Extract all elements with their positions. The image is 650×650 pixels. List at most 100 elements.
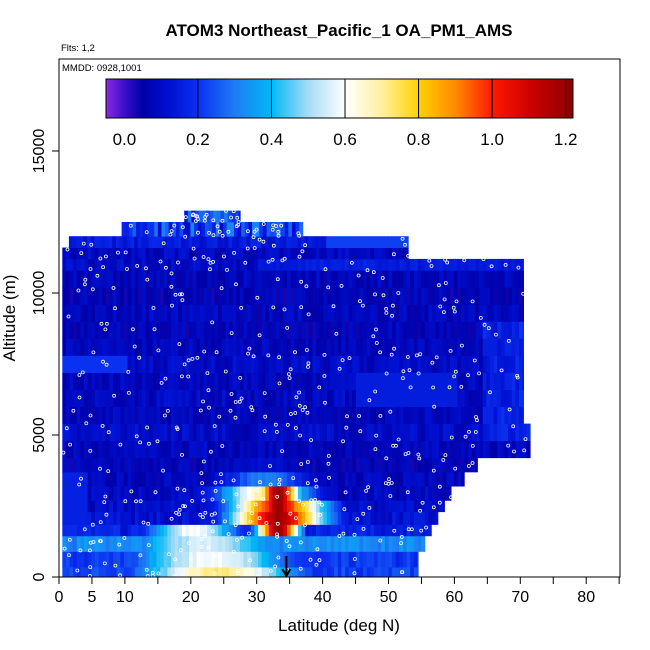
sample-point <box>198 512 203 517</box>
heatmap-cell <box>355 304 360 322</box>
heatmap-cell <box>413 471 418 487</box>
heatmap-cell <box>424 389 429 407</box>
heatmap-cell <box>102 551 107 568</box>
sample-point <box>254 227 259 232</box>
sample-point <box>388 409 393 414</box>
heatmap-cell <box>399 524 404 537</box>
heatmap-cell <box>113 440 118 459</box>
heatmap-cell <box>482 440 487 459</box>
heatmap-cell <box>239 304 244 322</box>
heatmap-cell <box>247 551 252 568</box>
sample-point <box>275 521 280 526</box>
heatmap-cell <box>134 236 139 248</box>
heatmap-cell <box>337 511 342 525</box>
sample-point <box>145 277 150 282</box>
sample-point <box>305 460 310 464</box>
sample-point <box>82 527 87 532</box>
sample-point <box>193 219 198 223</box>
x-tick-label: 5 <box>87 589 96 606</box>
heatmap-cell <box>413 535 418 552</box>
heatmap-cell <box>363 511 368 525</box>
sample-point <box>453 466 458 471</box>
heatmap-cell <box>167 304 172 322</box>
heatmap-cell <box>391 236 396 248</box>
heatmap-cell <box>421 321 426 339</box>
heatmap-cell <box>229 258 234 271</box>
heatmap-cell <box>221 321 226 339</box>
heatmap-cell <box>195 236 200 248</box>
sample-point <box>399 535 404 539</box>
heatmap-cell <box>392 406 397 425</box>
heatmap-cell <box>105 567 110 577</box>
heatmap-cell <box>268 338 273 356</box>
heatmap-cell <box>330 457 335 473</box>
heatmap-cell <box>152 440 157 459</box>
heatmap-cell <box>200 471 205 487</box>
heatmap-cell <box>243 471 248 487</box>
heatmap-cell <box>403 355 408 373</box>
heatmap-cell <box>113 406 118 425</box>
heatmap-cell <box>261 406 266 425</box>
sample-point <box>288 412 293 416</box>
heatmap-cell <box>442 423 447 442</box>
heatmap-cell <box>91 567 96 577</box>
heatmap-cell <box>446 270 451 288</box>
heatmap-cell <box>500 321 505 339</box>
heatmap-cell <box>406 457 411 473</box>
sample-point <box>275 277 280 282</box>
heatmap-cell <box>210 500 215 513</box>
heatmap-cell <box>323 511 328 525</box>
heatmap-cell <box>511 389 516 407</box>
heatmap-cell <box>236 270 241 288</box>
heatmap-cell <box>214 511 219 525</box>
heatmap-cell <box>87 511 92 525</box>
heatmap-cell <box>413 389 418 407</box>
heatmap-cell <box>239 471 244 487</box>
heatmap-cell <box>301 423 306 442</box>
heatmap-cell <box>305 440 310 459</box>
heatmap-cell <box>417 511 422 525</box>
heatmap-cell <box>221 389 226 407</box>
heatmap-cell <box>345 567 350 577</box>
heatmap-cell <box>439 457 444 473</box>
heatmap-cell <box>239 423 244 442</box>
heatmap-cell <box>413 270 418 288</box>
heatmap-cell <box>493 287 498 305</box>
heatmap-cell <box>138 440 143 459</box>
heatmap-cell <box>312 500 317 513</box>
sample-point <box>205 371 210 376</box>
heatmap-cell <box>421 471 426 487</box>
heatmap-cell <box>192 236 197 248</box>
heatmap-cell <box>435 355 440 373</box>
heatmap-cell <box>94 389 99 407</box>
heatmap-cell <box>152 406 157 425</box>
heatmap-cell <box>297 355 302 373</box>
heatmap-cell <box>229 551 234 568</box>
heatmap-cell <box>210 524 215 537</box>
heatmap-cell <box>515 406 520 425</box>
heatmap-cell <box>76 338 81 356</box>
heatmap-cell <box>345 524 350 537</box>
heatmap-cell <box>388 372 393 390</box>
heatmap-cell <box>395 471 400 487</box>
heatmap-cell <box>247 535 252 552</box>
heatmap-cell <box>232 567 237 577</box>
heatmap-cell <box>297 304 302 322</box>
heatmap-cell <box>73 440 78 459</box>
sample-point <box>280 449 285 454</box>
heatmap-cell <box>326 321 331 339</box>
heatmap-cell <box>308 535 313 552</box>
heatmap-cell <box>181 247 186 260</box>
sample-point <box>472 358 477 363</box>
sample-point <box>389 481 394 485</box>
heatmap-cell <box>330 423 335 442</box>
sample-point <box>429 264 434 268</box>
heatmap-cell <box>200 247 205 260</box>
heatmap-cell <box>156 247 161 260</box>
heatmap-cell <box>428 524 432 537</box>
heatmap-cell <box>471 287 476 305</box>
heatmap-cell <box>201 222 206 237</box>
heatmap-cell <box>253 236 258 248</box>
sample-point <box>300 408 305 412</box>
heatmap-cell <box>127 511 132 525</box>
